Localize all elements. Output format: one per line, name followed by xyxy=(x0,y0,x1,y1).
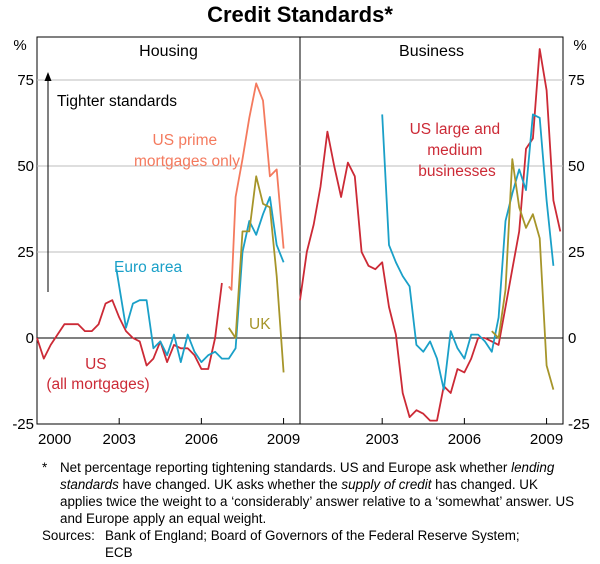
label-euro-area: Euro area xyxy=(114,259,182,276)
series-line-business-euro-area xyxy=(381,113,555,391)
x-tick-label: 2003 xyxy=(103,431,136,448)
series-line-business-uk xyxy=(491,158,555,390)
x-tick-label: 2003 xyxy=(366,431,399,448)
axes: -25 -25 0 0 25 25 50 50 75 75 2000 2003 2006 2009 2003… xyxy=(12,72,589,448)
label-us-business: US large and medium businesses xyxy=(410,121,505,180)
y-tick-label-left: 75 xyxy=(17,72,34,89)
y-tick-label-left: 25 xyxy=(17,244,34,261)
y-unit-right: % xyxy=(573,37,586,54)
label-us-prime: US prime mortgages only xyxy=(134,132,240,170)
label-uk: UK xyxy=(249,316,271,333)
tighter-arrow-head xyxy=(44,72,52,81)
label-us-all: US (all mortgages) xyxy=(46,356,149,393)
label-us-prime-line1: US prime xyxy=(153,132,218,149)
y-tick-label-right: 75 xyxy=(568,72,585,89)
x-tick-label: 2006 xyxy=(185,431,218,448)
sources-text: Bank of England; Board of Governors of t… xyxy=(105,528,520,560)
series-line-housing-uk xyxy=(228,175,285,373)
y-tick-label-right: 50 xyxy=(568,158,585,175)
series-line-housing-euro-area xyxy=(115,196,285,364)
tighter-standards-label: Tighter standards xyxy=(57,93,177,110)
series-line-housing-us-prime-mortgages-only xyxy=(228,82,285,291)
y-tick-label-left: -25 xyxy=(12,416,34,433)
x-tick-label: 2000 xyxy=(38,431,71,448)
label-us-business-line1: US large and xyxy=(410,121,500,138)
series xyxy=(36,48,562,422)
x-tick-label: 2006 xyxy=(448,431,481,448)
y-tick-label-left: 0 xyxy=(26,330,34,347)
series-line-housing-us-all-mortgages xyxy=(36,282,223,370)
label-us-all-line1: US xyxy=(85,356,107,373)
y-tick-label-right: 25 xyxy=(568,244,585,261)
y-tick-label-left: 50 xyxy=(17,158,34,175)
credit-standards-chart: -25 -25 0 0 25 25 50 50 75 75 2000 2003 2006 2009 2003… xyxy=(12,36,590,448)
label-us-business-line2: medium xyxy=(427,142,482,159)
label-us-business-line3: businesses xyxy=(418,163,496,180)
sources-label: Sources: xyxy=(42,528,95,543)
y-tick-label-right: 0 xyxy=(568,330,576,347)
footnote-text: Net percentage reporting tightening stan… xyxy=(60,460,575,526)
y-tick-label-right: -25 xyxy=(568,416,590,433)
x-tick-label: 2009 xyxy=(530,431,563,448)
y-unit-left: % xyxy=(13,37,26,54)
panel-title-housing: Housing xyxy=(139,43,198,60)
label-us-all-line2: (all mortgages) xyxy=(46,376,149,393)
footnote-marker: * xyxy=(42,460,48,475)
panel-title-business: Business xyxy=(399,43,464,60)
label-us-prime-line2: mortgages only xyxy=(134,153,240,170)
x-tick-label: 2009 xyxy=(267,431,300,448)
chart-title: Credit Standards* xyxy=(207,2,393,27)
gridlines xyxy=(37,79,563,253)
series-line-business-us-large-and-medium-businesses xyxy=(299,48,562,422)
